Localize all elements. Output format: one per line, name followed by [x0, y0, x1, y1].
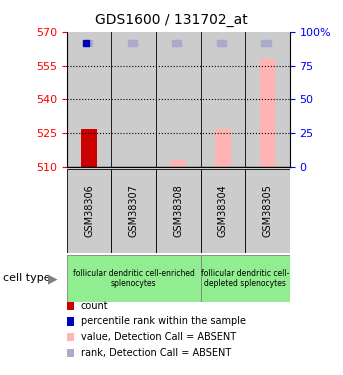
Bar — [81, 129, 97, 167]
Bar — [156, 32, 201, 167]
Bar — [245, 32, 290, 167]
Text: GSM38304: GSM38304 — [218, 184, 228, 237]
Text: follicular dendritic cell-
depleted splenocytes: follicular dendritic cell- depleted sple… — [201, 269, 289, 288]
Bar — [201, 32, 245, 167]
Text: count: count — [81, 301, 108, 310]
Bar — [156, 169, 201, 253]
Text: cell type: cell type — [3, 273, 51, 284]
Bar — [201, 169, 245, 253]
Bar — [170, 160, 186, 167]
Text: GSM38307: GSM38307 — [129, 184, 139, 237]
Text: GSM38306: GSM38306 — [84, 184, 94, 237]
Text: value, Detection Call = ABSENT: value, Detection Call = ABSENT — [81, 332, 236, 342]
Bar — [201, 255, 290, 302]
Bar — [67, 255, 201, 302]
Text: percentile rank within the sample: percentile rank within the sample — [81, 316, 246, 326]
Bar — [245, 169, 290, 253]
Bar — [215, 129, 231, 167]
Text: rank, Detection Call = ABSENT: rank, Detection Call = ABSENT — [81, 348, 231, 358]
Bar — [67, 32, 111, 167]
Text: GSM38305: GSM38305 — [262, 184, 273, 237]
Bar — [111, 32, 156, 167]
Text: ▶: ▶ — [48, 272, 58, 285]
Bar — [260, 59, 275, 167]
Bar — [111, 169, 156, 253]
Text: follicular dendritic cell-enriched
splenocytes: follicular dendritic cell-enriched splen… — [73, 269, 195, 288]
Bar — [67, 169, 111, 253]
Text: GSM38308: GSM38308 — [173, 184, 184, 237]
Text: GDS1600 / 131702_at: GDS1600 / 131702_at — [95, 13, 248, 27]
